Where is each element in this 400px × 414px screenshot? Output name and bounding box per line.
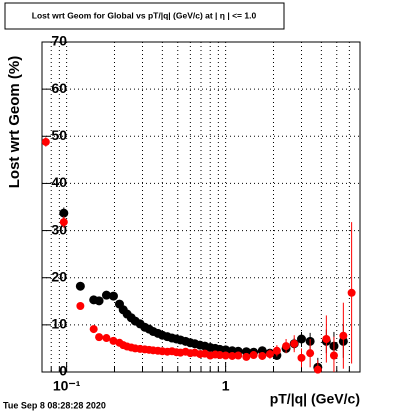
marker [221, 345, 231, 355]
title-box [4, 2, 285, 30]
marker [297, 353, 306, 362]
marker [89, 325, 98, 334]
y-tick-label: 10 [51, 316, 67, 332]
marker [234, 351, 243, 360]
marker [215, 351, 224, 360]
marker [228, 351, 237, 360]
marker [347, 288, 356, 297]
x-tick-label: 1 [222, 378, 230, 394]
marker [265, 350, 274, 359]
marker [95, 333, 104, 342]
marker [306, 349, 315, 358]
marker [242, 352, 251, 361]
y-tick-label: 70 [51, 33, 67, 49]
marker [290, 339, 299, 348]
timestamp: Tue Sep 8 08:28:28 2020 [3, 400, 106, 410]
marker [258, 351, 267, 360]
marker [329, 351, 338, 360]
marker [282, 342, 291, 351]
x-tick-label: 10⁻¹ [53, 378, 81, 394]
marker [109, 336, 118, 345]
marker [94, 296, 104, 306]
marker [249, 351, 258, 360]
marker [101, 290, 111, 300]
chart-title: Lost wrt Geom for Global vs pT/|q| (GeV/… [32, 10, 257, 20]
marker [272, 346, 281, 355]
y-axis-label: Lost wrt Geom (%) [6, 56, 23, 189]
y-tick-label: 0 [59, 363, 67, 379]
y-tick-label: 20 [51, 268, 67, 284]
marker [108, 291, 118, 301]
y-tick-label: 60 [51, 80, 67, 96]
x-axis-label: pT/|q| (GeV/c) [270, 391, 360, 407]
marker [296, 334, 306, 344]
marker [76, 302, 85, 310]
marker [322, 335, 331, 343]
marker [102, 334, 111, 343]
marker [339, 331, 348, 340]
marker [41, 137, 50, 146]
marker [221, 351, 230, 360]
marker [75, 281, 85, 291]
marker [59, 208, 69, 218]
marker [313, 365, 322, 374]
marker [59, 218, 68, 227]
